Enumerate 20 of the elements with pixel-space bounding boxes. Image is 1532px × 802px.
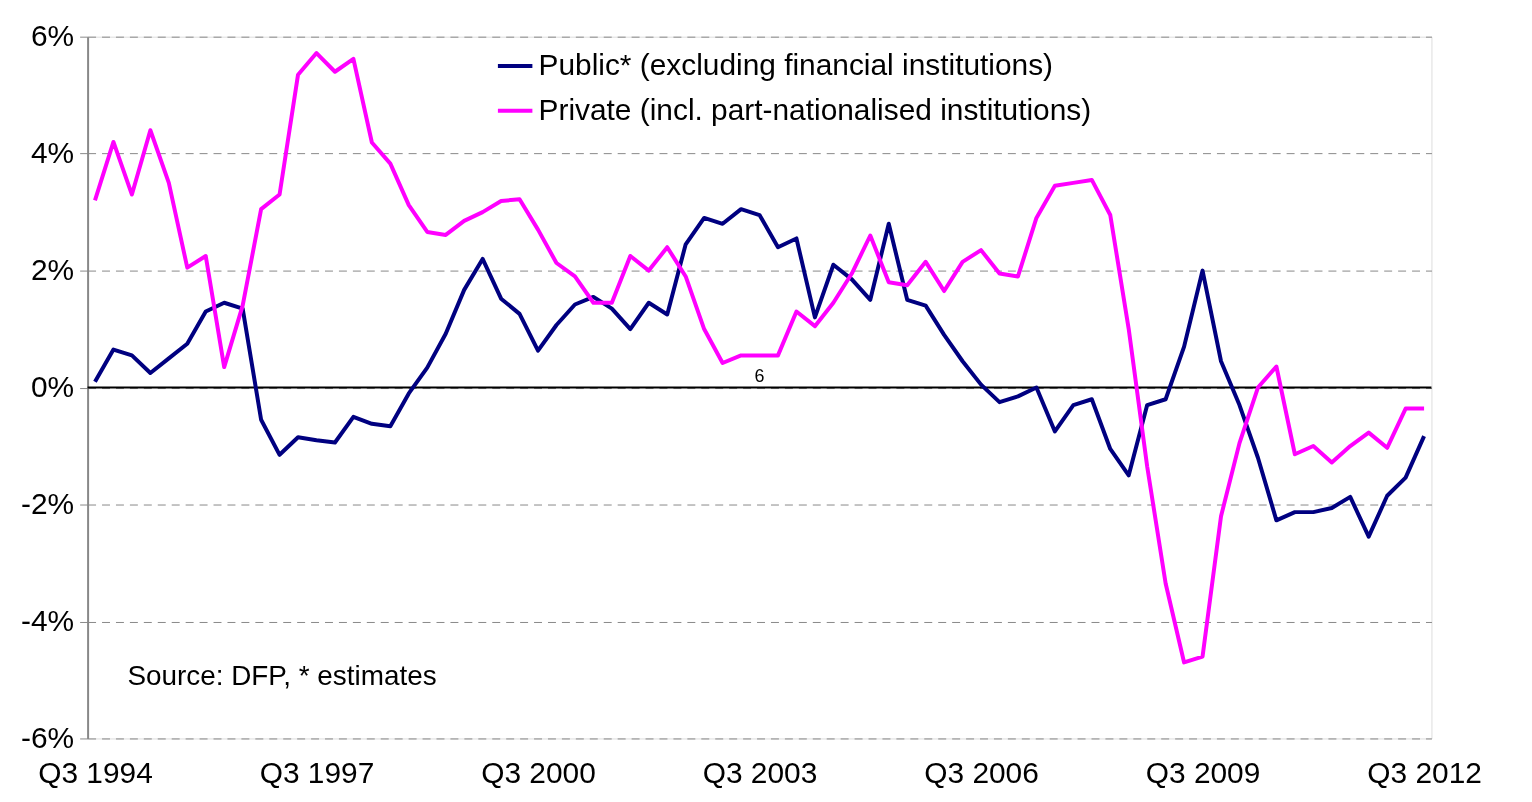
x-tick-label: Q3 2006 bbox=[924, 755, 1039, 789]
legend-label: Public* (excluding financial institutions) bbox=[538, 47, 1054, 81]
x-tick-label: Q3 2012 bbox=[1367, 755, 1482, 789]
x-tick-label: Q3 2000 bbox=[481, 755, 596, 789]
x-tick-label: Q3 1994 bbox=[38, 755, 153, 789]
legend-label: Private (incl. part-nationalised institutions) bbox=[538, 92, 1092, 126]
annotation: Source: DFP, * estimates bbox=[127, 659, 437, 691]
line-series bbox=[92, 51, 1427, 665]
x-tick-label: Q3 2009 bbox=[1145, 755, 1261, 789]
y-tick-label: -2% bbox=[21, 486, 75, 520]
line-series bbox=[92, 207, 1427, 539]
x-tick-label: Q3 1997 bbox=[259, 755, 375, 789]
y-tick-label: 6% bbox=[31, 19, 75, 53]
x-tick-label: Q3 2003 bbox=[702, 755, 818, 789]
y-tick-label: -4% bbox=[21, 603, 75, 637]
y-tick-label: -6% bbox=[21, 720, 75, 754]
y-tick-label: 2% bbox=[31, 253, 75, 287]
y-tick-label: 4% bbox=[31, 136, 75, 170]
annotation: 6 bbox=[754, 365, 765, 386]
y-tick-label: 0% bbox=[31, 370, 75, 404]
